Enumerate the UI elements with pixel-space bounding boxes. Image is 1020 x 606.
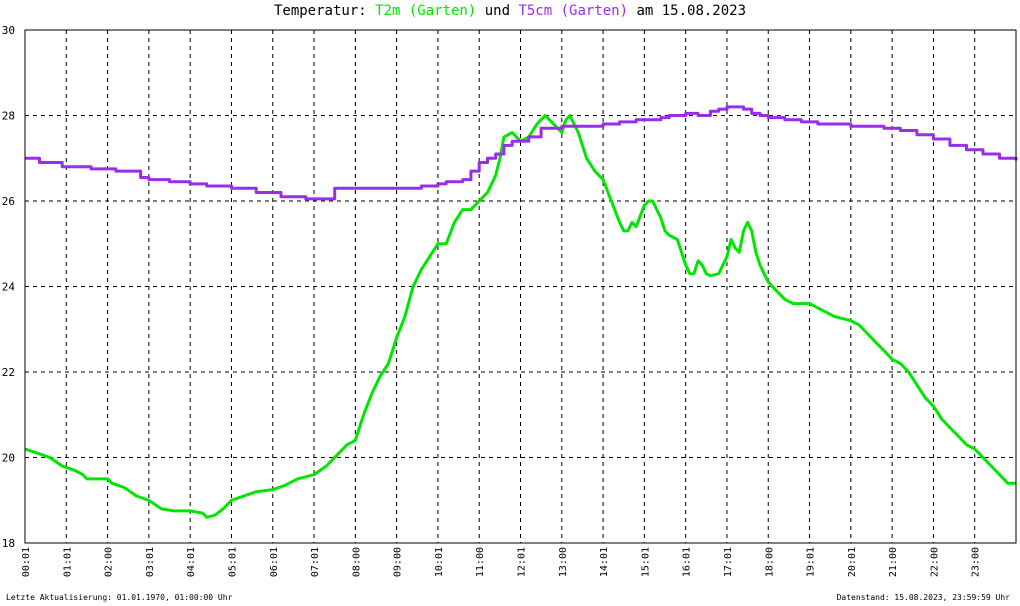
x-tick-label: 05:01 xyxy=(227,547,238,577)
title-series-1: T2m (Garten) xyxy=(375,3,477,19)
x-tick-label: 16:01 xyxy=(682,547,693,577)
x-tick-label: 22:00 xyxy=(929,547,940,577)
y-tick-labels: 18 20 22 24 26 28 30 xyxy=(2,24,16,550)
x-tick-label: 10:01 xyxy=(434,547,445,577)
y-tick-label: 18 xyxy=(2,537,15,550)
last-update-note: Letzte Aktualisierung: 01.01.1970, 01:00… xyxy=(6,593,233,602)
y-tick-label: 26 xyxy=(2,195,15,208)
x-tick-label: 03:01 xyxy=(145,547,156,577)
x-tick-label: 01:01 xyxy=(62,547,73,577)
title-suffix: am 15.08.2023 xyxy=(628,3,747,19)
x-tick-label: 12:01 xyxy=(517,547,528,577)
x-tick-label: 06:01 xyxy=(269,547,280,577)
x-tick-label: 17:01 xyxy=(723,547,734,577)
title-series-2: T5cm (Garten) xyxy=(518,3,629,19)
y-tick-label: 24 xyxy=(2,281,16,294)
x-tick-label: 15:01 xyxy=(640,547,651,577)
x-tick-label: 08:00 xyxy=(351,547,362,577)
series-line-t5cm xyxy=(25,105,1018,201)
x-tick-label: 18:00 xyxy=(764,547,775,577)
x-tick-label: 14:01 xyxy=(599,547,610,577)
y-tick-label: 28 xyxy=(2,110,15,123)
series-lines xyxy=(24,105,1018,519)
x-tick-label: 21:00 xyxy=(888,547,899,577)
x-tick-label: 02:00 xyxy=(104,547,115,577)
x-tick-label: 04:01 xyxy=(186,547,197,577)
x-tick-label: 11:00 xyxy=(475,547,486,577)
x-tick-label: 09:00 xyxy=(393,547,404,577)
grid xyxy=(25,30,1016,543)
data-status-note: Datenstand: 15.08.2023, 23:59:59 Uhr xyxy=(836,593,1010,602)
x-tick-label: 07:01 xyxy=(310,547,321,577)
plot-frame xyxy=(24,29,1017,544)
x-tick-label: 20:01 xyxy=(847,547,858,577)
x-tick-label: 00:01 xyxy=(21,547,32,577)
x-tick-label: 13:00 xyxy=(558,547,569,577)
x-tick-labels: 00:01 01:01 02:00 03:01 04:01 05:01 06:01 07:01… xyxy=(21,547,982,577)
y-tick-label: 22 xyxy=(2,366,15,379)
title-prefix: Temperatur: xyxy=(273,3,376,19)
chart-title: Temperatur: T2m (Garten) und T5cm (Garte… xyxy=(0,3,1020,19)
x-tick-label: 23:00 xyxy=(971,547,982,577)
y-tick-label: 20 xyxy=(2,452,15,465)
series-line-t2m xyxy=(24,114,1016,519)
y-tick-label: 30 xyxy=(2,24,15,37)
x-tick-label: 19:01 xyxy=(806,547,817,577)
title-middle: und xyxy=(476,3,519,19)
